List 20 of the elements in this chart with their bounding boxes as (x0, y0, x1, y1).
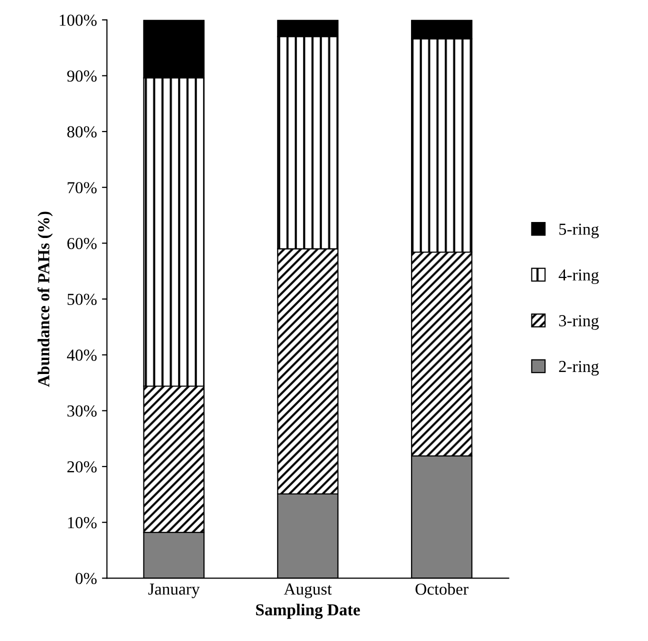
x-tick-label: January (148, 584, 200, 598)
y-tick-label: 100% (60, 14, 97, 26)
y-tick-label: 60% (67, 238, 97, 250)
y-tick-label: 90% (67, 70, 97, 82)
y-tick-label: 30% (67, 405, 97, 417)
y-tick-label: 80% (67, 126, 97, 138)
legend-label: 5-ring (559, 224, 599, 238)
legend-label: 4-ring (558, 269, 599, 284)
y-tick-label: 20% (67, 461, 97, 473)
legend-label: 2-ring (559, 360, 599, 376)
x-tick-label: October (416, 583, 468, 595)
legend-label: 3-ring (559, 315, 599, 330)
y-tick-label: 10% (68, 517, 97, 528)
y-axis-title: Abundance of PAHs (%) (37, 212, 53, 387)
y-tick-label: 70% (68, 182, 97, 194)
x-tick-label: August (284, 584, 332, 598)
y-tick-label: 0% (76, 572, 97, 584)
y-tick-label: 50% (68, 294, 97, 306)
x-axis-title: Sampling Date (256, 604, 360, 619)
y-tick-label: 40% (66, 350, 97, 361)
